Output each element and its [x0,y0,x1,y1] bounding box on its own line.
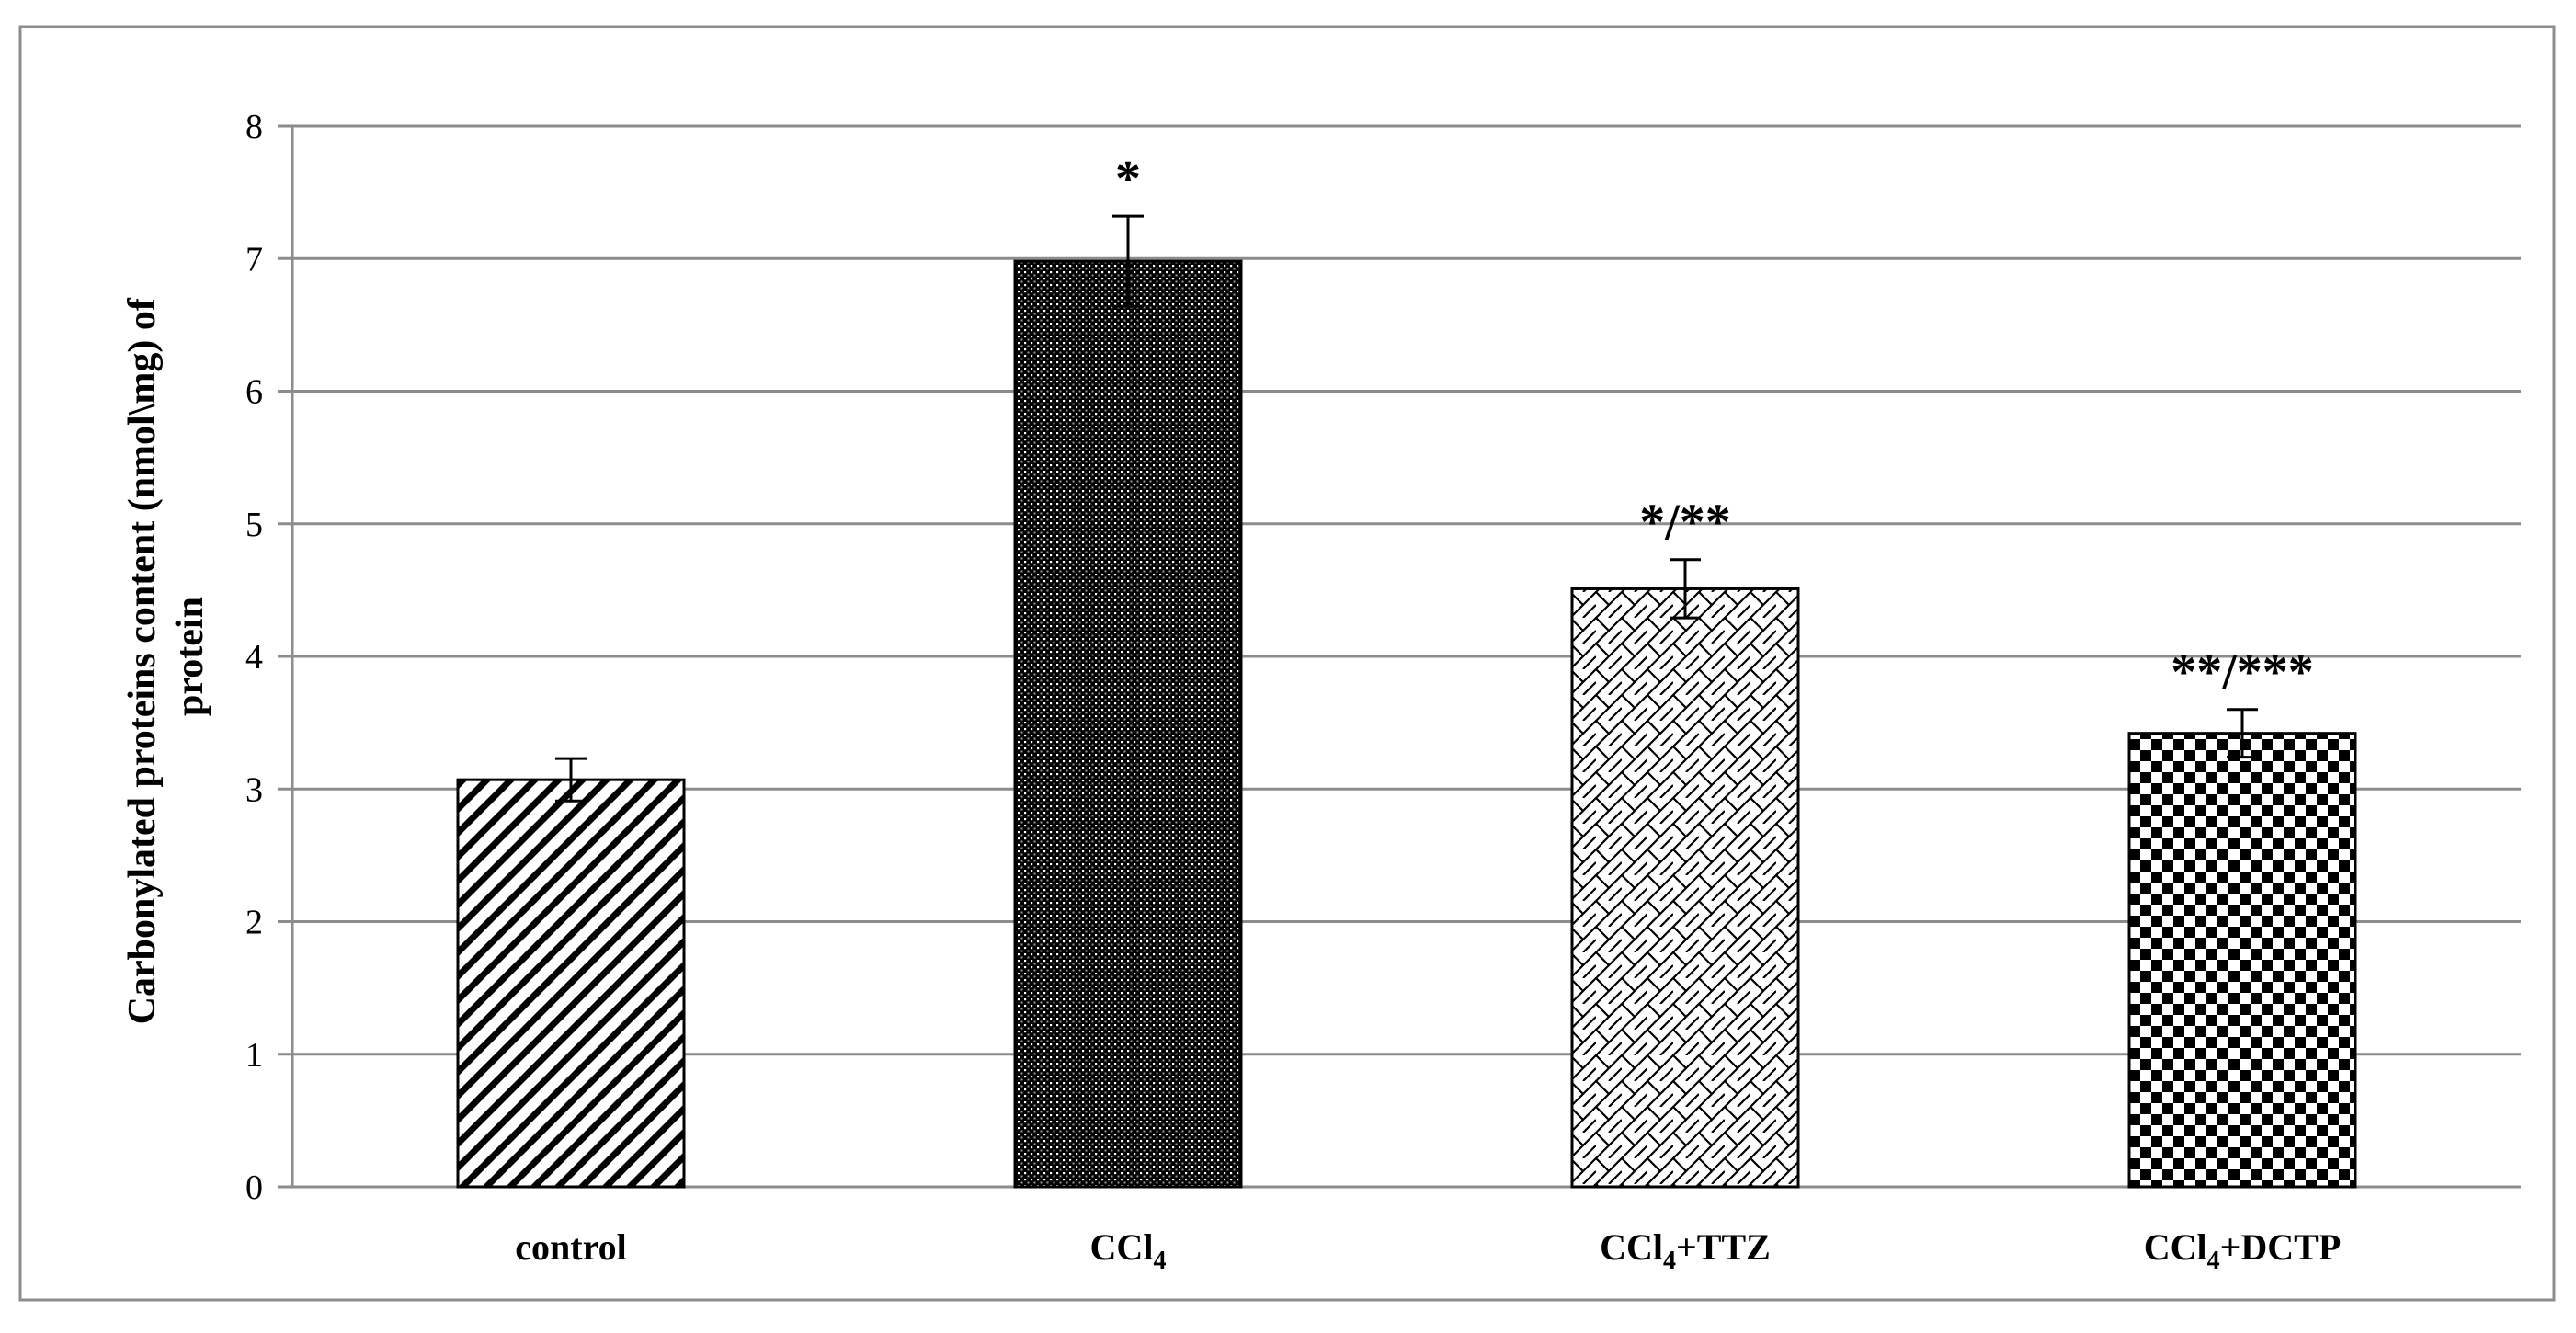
x-category-label: CCl4 [1090,1226,1167,1275]
category-main: control [515,1226,626,1268]
y-axis-title-line2: protein [169,597,211,716]
bar [1013,259,1243,1189]
y-tick-label: 2 [245,904,263,942]
bar [456,778,686,1189]
category-main: CCl [1090,1226,1154,1268]
category-tail: +TTZ [1676,1226,1771,1268]
bars [456,214,2357,1189]
y-axis-title-line1: Carbonylated proteins content (nmol\mg) … [121,297,164,1024]
x-category-label: CCl4+TTZ [1600,1226,1771,1275]
x-category-label: control [515,1226,626,1268]
y-tick-label: 1 [245,1036,263,1075]
category-subscript: 4 [1153,1247,1166,1275]
y-tick-label: 3 [245,770,263,809]
significance-label: */** [1639,495,1731,552]
bar [2127,732,2357,1189]
y-tick-label: 5 [245,506,263,544]
significance-label: * [1115,151,1141,208]
category-subscript: 4 [1663,1247,1676,1275]
y-tick-label: 7 [245,240,263,279]
category-main: CCl [2144,1226,2207,1268]
significance-label: **/*** [2171,644,2314,701]
y-tick-label: 8 [245,108,263,146]
x-category-label: CCl4+DCTP [2144,1226,2342,1275]
labels: Carbonylated proteins content (nmol\mg) … [121,108,2341,1275]
y-axis-title: Carbonylated proteins content (nmol\mg) … [121,289,211,1025]
bar [1570,587,1800,1189]
category-main: CCl [1600,1226,1663,1268]
y-tick-label: 4 [245,638,263,677]
y-tick-label: 0 [245,1168,263,1207]
y-tick-label: 6 [245,373,263,412]
category-subscript: 4 [2207,1247,2220,1275]
category-tail: +DCTP [2220,1226,2342,1268]
